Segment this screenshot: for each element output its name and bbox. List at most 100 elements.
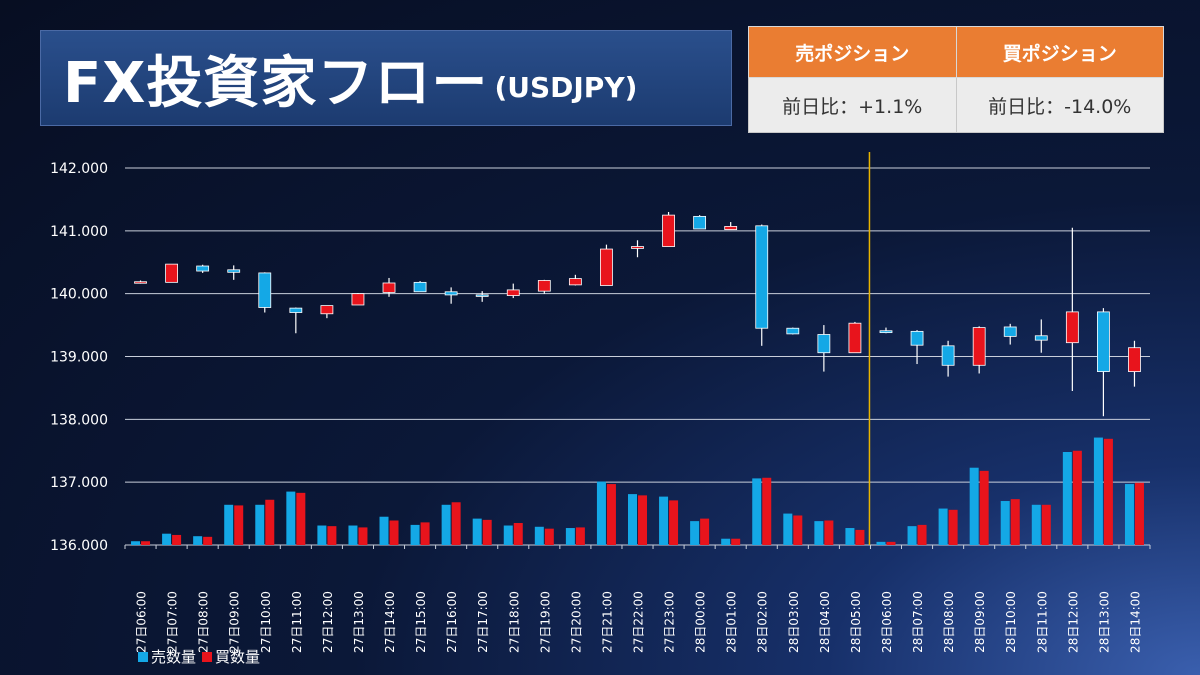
buy-volume-bar bbox=[1010, 499, 1020, 545]
candle-down bbox=[413, 281, 427, 293]
buy-volume-bar bbox=[482, 519, 492, 545]
x-tick-label: 27日06:00 bbox=[135, 591, 149, 653]
sell-volume-bar bbox=[410, 524, 420, 545]
position-table: 売ポジション 買ポジション 前日比：+1.1% 前日比：-14.0% bbox=[748, 26, 1164, 133]
x-tick-label: 27日18:00 bbox=[507, 591, 521, 653]
buy-position-header: 買ポジション bbox=[955, 26, 1164, 78]
title-banner: FX投資家フロー (USDJPY) bbox=[40, 30, 732, 126]
x-tick-label: 28日12:00 bbox=[1066, 591, 1080, 653]
candle-up bbox=[848, 322, 862, 354]
candle-up bbox=[568, 278, 582, 286]
buy-volume-bar bbox=[420, 522, 430, 545]
y-tick-label: 137.000 bbox=[50, 475, 108, 491]
sell-volume-bar bbox=[783, 513, 793, 545]
sell-volume-bar bbox=[721, 538, 731, 545]
buy-volume-bar bbox=[575, 527, 585, 545]
buy-volume-bar bbox=[451, 502, 461, 545]
sell-volume-bar bbox=[193, 536, 203, 545]
buy-volume-bar bbox=[358, 527, 368, 545]
candle-up bbox=[351, 293, 365, 306]
sell-volume-bar bbox=[907, 526, 917, 545]
sell-volume-bar bbox=[876, 541, 886, 545]
x-tick-label: 28日11:00 bbox=[1035, 591, 1049, 653]
buy-volume-bar bbox=[731, 538, 741, 545]
sell-volume-bar bbox=[1062, 452, 1072, 545]
candle-up bbox=[1065, 311, 1079, 344]
sell-volume-bar bbox=[690, 521, 700, 545]
candle-up bbox=[134, 281, 147, 284]
x-tick-label: 28日04:00 bbox=[818, 591, 832, 653]
x-tick-label: 28日01:00 bbox=[725, 591, 739, 653]
buy-volume-bar bbox=[1134, 482, 1144, 545]
x-tick-label: 27日15:00 bbox=[414, 591, 428, 653]
buy-volume-bar bbox=[389, 520, 399, 545]
sell-volume-bar bbox=[286, 491, 296, 545]
sell-volume-bar bbox=[441, 504, 451, 545]
y-tick-label: 142.000 bbox=[50, 161, 108, 177]
candle-down bbox=[1034, 335, 1048, 341]
candle-up bbox=[631, 246, 644, 249]
candle-down bbox=[444, 291, 458, 296]
candle-up bbox=[320, 305, 334, 315]
candle-down bbox=[941, 345, 955, 366]
candle-up bbox=[600, 248, 613, 286]
sell-volume-bar bbox=[596, 481, 606, 545]
x-tick-label: 28日10:00 bbox=[1004, 591, 1018, 653]
sell-volume-bar bbox=[1124, 484, 1134, 545]
buy-volume-bar bbox=[172, 534, 182, 545]
buy-volume-bar bbox=[265, 499, 275, 545]
sell-volume-bar bbox=[503, 525, 513, 545]
sell-volume-bar bbox=[348, 525, 358, 545]
y-tick-label: 141.000 bbox=[50, 224, 108, 240]
buy-volume-bar bbox=[1103, 438, 1113, 545]
candle-up bbox=[537, 280, 551, 292]
buy-volume-bar bbox=[327, 526, 337, 545]
buy-volume-bar bbox=[948, 509, 958, 545]
sell-swatch bbox=[138, 651, 148, 662]
x-tick-label: 28日03:00 bbox=[787, 591, 801, 653]
candle-up bbox=[724, 226, 738, 230]
y-tick-label: 139.000 bbox=[50, 350, 108, 366]
candle-down bbox=[755, 225, 769, 329]
buy-swatch bbox=[202, 651, 213, 662]
buy-volume-bar bbox=[669, 500, 679, 545]
candle-up bbox=[506, 289, 520, 296]
sell-volume-bar bbox=[659, 496, 669, 545]
y-tick-label: 136.000 bbox=[50, 538, 108, 554]
x-tick-label: 27日22:00 bbox=[632, 591, 646, 653]
x-tick-label: 27日14:00 bbox=[383, 591, 397, 653]
sell-volume-bar bbox=[565, 528, 575, 545]
buy-volume-bar bbox=[544, 528, 554, 545]
buy-volume-bar bbox=[606, 484, 616, 545]
buy-volume-bar bbox=[513, 523, 523, 545]
candle-down bbox=[227, 269, 241, 273]
buy-volume-bar bbox=[234, 505, 244, 545]
x-tick-label: 28日07:00 bbox=[911, 591, 925, 653]
candle-up bbox=[662, 214, 675, 247]
sell-volume-bar bbox=[162, 533, 172, 545]
x-tick-label: 28日09:00 bbox=[973, 591, 987, 653]
legend-sell: 売数量 bbox=[138, 646, 196, 667]
sell-volume-bar bbox=[131, 541, 141, 545]
candle-up bbox=[1128, 347, 1141, 372]
buy-volume-bar bbox=[296, 492, 306, 545]
candle-down bbox=[1003, 326, 1017, 337]
x-tick-label: 27日19:00 bbox=[538, 591, 552, 653]
x-tick-label: 28日02:00 bbox=[756, 591, 770, 653]
x-tick-label: 27日23:00 bbox=[663, 591, 677, 653]
buy-volume-bar bbox=[700, 518, 710, 545]
candle-down bbox=[475, 294, 489, 297]
candle-down bbox=[196, 265, 210, 272]
sell-volume-bar bbox=[814, 521, 824, 545]
x-tick-label: 27日17:00 bbox=[476, 591, 490, 653]
chart-legend: 売数量 買数量 bbox=[138, 646, 266, 667]
sell-volume-bar bbox=[379, 516, 389, 545]
sell-volume-bar bbox=[317, 525, 327, 545]
buy-volume-bar bbox=[203, 536, 213, 545]
candle-down bbox=[1097, 311, 1110, 372]
candle-down bbox=[258, 272, 272, 308]
candle-up bbox=[382, 282, 396, 293]
candle-down bbox=[817, 334, 831, 354]
x-tick-label: 27日08:00 bbox=[197, 591, 211, 653]
